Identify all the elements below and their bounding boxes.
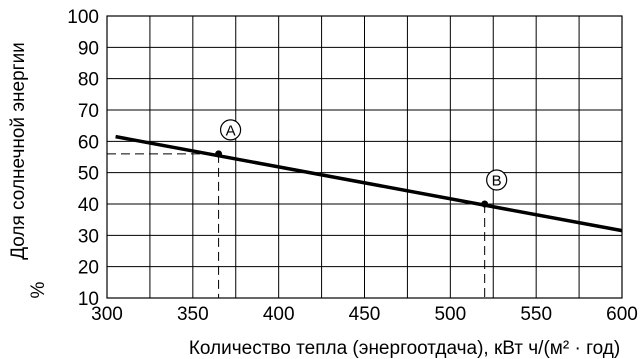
- y-tick-label: 10: [78, 289, 99, 310]
- x-tick-label: 300: [91, 304, 123, 325]
- marker-layer: AB: [215, 119, 508, 208]
- tick-labels: 300 350 400 450 500 550 600 10 20 30 40 50 60 70 80 90 1…: [67, 7, 638, 325]
- marker-label-circle: [219, 119, 242, 141]
- y-axis-unit-label: %: [28, 281, 49, 298]
- x-tick-label: 550: [520, 304, 552, 325]
- plot-frame: [106, 15, 623, 299]
- marker-label: B: [492, 173, 502, 190]
- x-tick-label: 350: [177, 304, 209, 325]
- y-tick-label: 40: [78, 195, 99, 216]
- y-tick-label: 90: [78, 38, 99, 59]
- x-axis-label: Количество тепла (энергоотдача), кВт ч/(…: [189, 338, 620, 359]
- y-tick-label: 30: [78, 226, 99, 247]
- y-tick-label: 20: [78, 258, 99, 279]
- x-tick-label: 400: [263, 304, 295, 325]
- series-line: [115, 134, 623, 233]
- y-tick-label: 80: [78, 70, 99, 91]
- marker-label-circle: [486, 169, 508, 191]
- marker-point: [215, 150, 223, 158]
- series-layer: [115, 134, 623, 233]
- x-tick-label: 600: [606, 304, 638, 325]
- grid: [106, 15, 623, 299]
- marker-point: [481, 200, 489, 208]
- y-tick-label: 60: [78, 132, 99, 153]
- x-tick-label: 500: [434, 304, 466, 325]
- y-tick-label: 100: [67, 7, 99, 28]
- guide-lines: [107, 153, 486, 298]
- y-tick-label: 70: [78, 101, 99, 122]
- y-tick-label: 50: [78, 164, 99, 185]
- marker-label: A: [226, 122, 236, 139]
- y-axis-label: Доля солнечной энергии: [8, 42, 29, 260]
- x-tick-label: 450: [349, 304, 381, 325]
